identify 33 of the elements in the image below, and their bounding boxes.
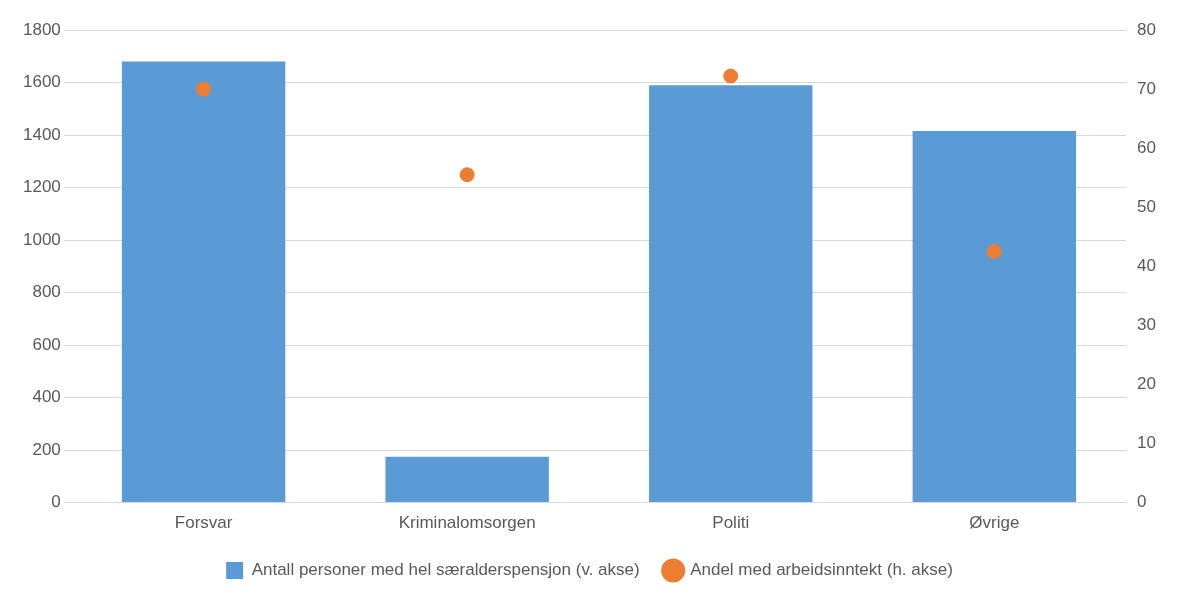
x-tick-label: Kriminalomsorgen xyxy=(398,513,536,533)
bar xyxy=(121,61,286,503)
bar xyxy=(912,131,1077,503)
y-tick-label: 600 xyxy=(32,334,61,354)
y2-tick-label: 10 xyxy=(1137,433,1157,453)
point xyxy=(723,68,739,84)
y-tick-label: 800 xyxy=(32,282,61,302)
bar xyxy=(649,85,813,503)
y2-tick-label: 70 xyxy=(1137,78,1157,98)
point xyxy=(986,244,1002,260)
point xyxy=(196,81,212,97)
x-tick-label: Øvrige xyxy=(969,513,1020,533)
y2-tick-label: 50 xyxy=(1137,196,1157,216)
y2-tick-label: 30 xyxy=(1137,315,1157,335)
y-tick-label: 1600 xyxy=(22,72,61,92)
y-tick-label: 1000 xyxy=(22,229,61,249)
y-tick-label: 0 xyxy=(51,492,61,512)
y-tick-label: 1800 xyxy=(22,19,61,39)
y-tick-label: 1400 xyxy=(22,124,61,144)
y-tick-label: 400 xyxy=(32,387,61,407)
y-tick-label: 1200 xyxy=(22,177,61,197)
y2-tick-label: 80 xyxy=(1137,19,1157,39)
y2-tick-label: 60 xyxy=(1137,137,1157,157)
legend-label: Antall personer med hel særalderspensjon (v. akse) xyxy=(251,560,640,580)
y2-tick-label: 20 xyxy=(1137,374,1157,394)
x-tick-label: Forsvar xyxy=(174,513,233,533)
point xyxy=(459,167,475,183)
y-tick-label: 200 xyxy=(32,439,61,459)
y2-tick-label: 40 xyxy=(1137,255,1157,275)
x-tick-label: Politi xyxy=(712,513,750,533)
legend-label: Andel med arbeidsinntekt (h. akse) xyxy=(690,560,953,580)
bar xyxy=(385,456,549,503)
y2-tick-label: 0 xyxy=(1137,492,1147,512)
